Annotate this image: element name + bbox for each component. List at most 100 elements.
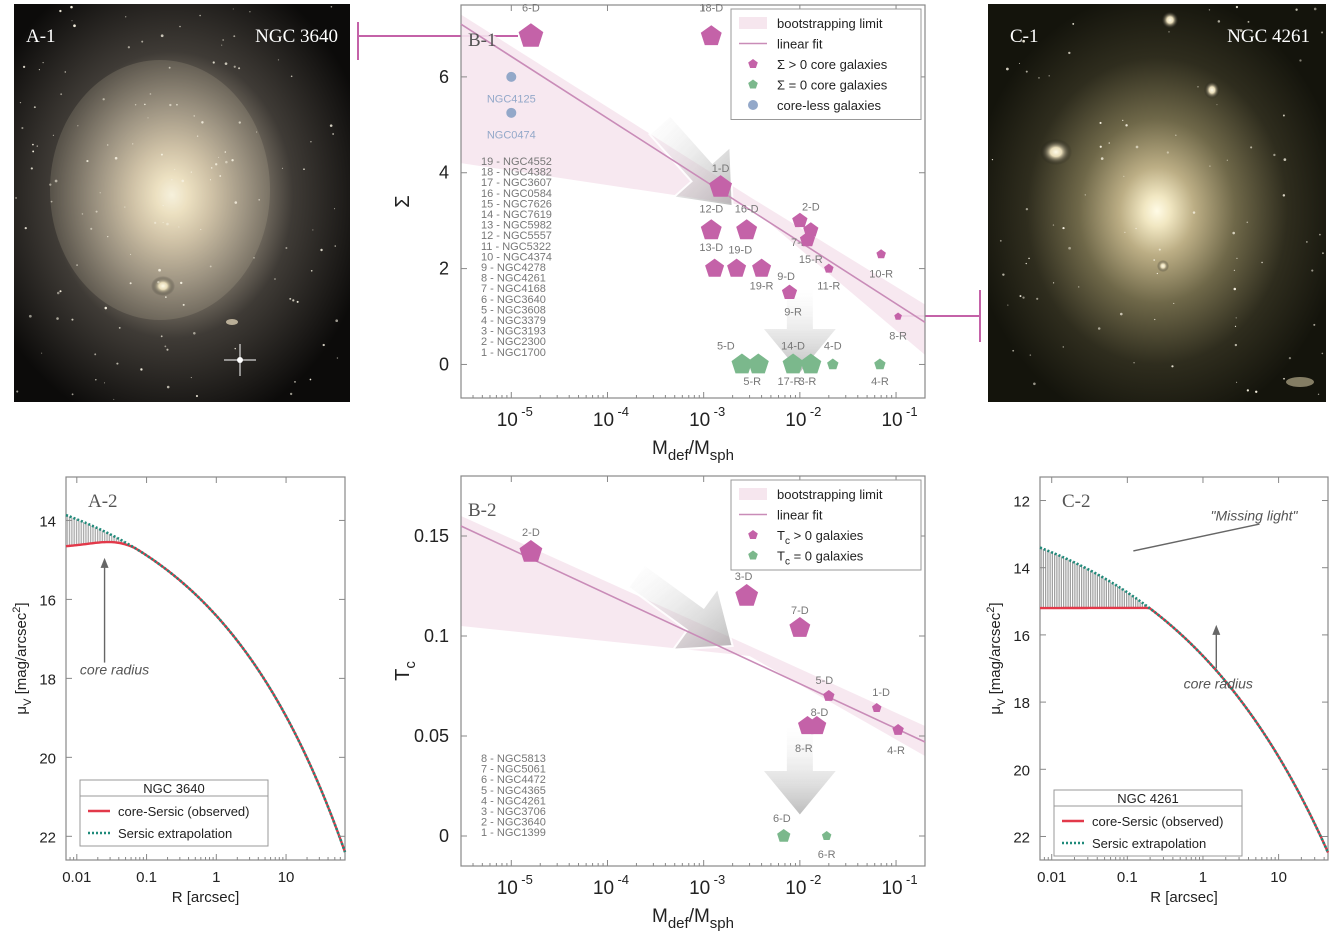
star-dot xyxy=(71,393,74,396)
x-tick-label: 10 xyxy=(497,878,518,899)
plot-frame xyxy=(460,4,926,399)
point-13-D xyxy=(705,258,725,277)
star-dot xyxy=(114,156,118,160)
star-dot xyxy=(281,167,284,169)
star-dot xyxy=(1036,297,1039,300)
star-dot xyxy=(166,348,169,351)
x-label-sub: sph xyxy=(710,447,734,464)
x-tick-exponent: -3 xyxy=(714,872,726,887)
star-dot xyxy=(1255,390,1258,393)
star-dot xyxy=(1217,20,1221,23)
point-label: 19-D xyxy=(728,244,752,256)
star-dot xyxy=(32,143,34,146)
galaxy-list-item: 19 - NGC4552 xyxy=(481,156,552,168)
panel-tag-a1: A-1 xyxy=(26,26,56,47)
star-dot xyxy=(1208,9,1211,11)
y-tick-label: 16 xyxy=(39,592,56,609)
star-dot xyxy=(1119,312,1123,316)
star-dot xyxy=(56,291,60,295)
legend-swatch-point xyxy=(748,79,758,89)
y-tick-label: 18 xyxy=(39,671,56,688)
star-dot xyxy=(32,150,35,153)
x-tick-label: 1 xyxy=(1199,869,1207,886)
star-dot xyxy=(140,368,143,371)
point-label: 3-D xyxy=(735,571,753,583)
star-dot xyxy=(1321,31,1324,34)
x-tick-label: 10 xyxy=(785,878,806,899)
star-dot xyxy=(1234,343,1238,347)
point-label: 6-D xyxy=(522,2,540,14)
star-dot xyxy=(322,343,325,347)
point-label: 7-D xyxy=(791,605,809,617)
x-axis-label: R [arcsec] xyxy=(172,889,240,906)
star-dot xyxy=(336,357,339,359)
chart-b2: 10 -5 10 -4 10 -3 10 -2 10 -100.050.10.15Mdef/Msp… xyxy=(392,475,926,932)
star-dot xyxy=(277,59,280,61)
y-tick-label: 16 xyxy=(1013,628,1030,645)
galaxy-list-item: 1 - NGC1700 xyxy=(481,347,546,359)
star-dot xyxy=(99,192,101,194)
star-dot xyxy=(335,319,339,323)
star-dot xyxy=(22,65,26,68)
star-dot xyxy=(1246,221,1249,224)
point-18-D xyxy=(700,25,722,46)
star-dot xyxy=(176,103,178,106)
point-label: 8-R xyxy=(795,743,813,755)
y-label-sub: V xyxy=(22,698,34,706)
x-tick-label: 10 xyxy=(497,410,518,431)
sersic-extrapolation-curve xyxy=(1039,546,1330,854)
star-dot xyxy=(193,332,196,335)
star-dot xyxy=(1135,145,1139,149)
y-tick-label: 14 xyxy=(1013,561,1030,578)
star-dot xyxy=(219,175,222,177)
star-dot xyxy=(310,141,312,143)
point-19-D xyxy=(727,258,747,277)
point-label: 2-D xyxy=(522,527,540,539)
star-dot xyxy=(231,159,234,162)
star-dot xyxy=(166,222,169,226)
point-10-R xyxy=(876,249,886,259)
star-dot xyxy=(1068,246,1071,250)
star-dot xyxy=(1025,208,1029,211)
point-8-R xyxy=(894,312,902,320)
point-label: NGC4125 xyxy=(487,93,536,105)
core-radius-arrowhead xyxy=(1212,624,1221,635)
legend-title: NGC 4261 xyxy=(1117,791,1178,806)
galaxy-list-item: 5 - NGC4365 xyxy=(481,785,546,797)
star-dot xyxy=(129,253,132,255)
point-NGC0474 xyxy=(506,107,517,118)
star-dot xyxy=(258,199,260,201)
legend-box xyxy=(79,779,269,847)
star-dot xyxy=(1122,119,1124,122)
star-dot xyxy=(1235,317,1237,319)
star-dot xyxy=(210,167,213,169)
star-dot xyxy=(36,145,38,147)
legend-entry: core-Sersic (observed) xyxy=(1092,814,1224,829)
star-dot xyxy=(234,347,236,350)
star-dot xyxy=(60,93,63,96)
star-dot xyxy=(285,247,288,250)
star-dot xyxy=(73,24,76,28)
x-tick-exponent: -1 xyxy=(906,872,918,887)
point-1-D xyxy=(872,703,882,712)
star-dot xyxy=(991,159,994,161)
star-dot xyxy=(233,35,236,38)
star-dot xyxy=(59,290,62,293)
x-tick-label: 10 xyxy=(278,869,295,886)
panel-tag: C-2 xyxy=(1062,491,1091,512)
star-dot xyxy=(144,103,146,106)
star-dot xyxy=(222,39,225,41)
point-label: 15-R xyxy=(799,254,823,266)
star-dot xyxy=(1125,124,1128,127)
star-dot xyxy=(1156,272,1159,275)
star-dot xyxy=(1282,194,1286,197)
x-tick-exponent: -2 xyxy=(810,872,822,887)
star-dot xyxy=(160,335,163,338)
galaxy-list-item: 2 - NGC2300 xyxy=(481,336,546,348)
point-3-D xyxy=(735,584,759,606)
star-dot xyxy=(49,183,52,186)
star-dot xyxy=(1235,5,1239,9)
point-label: 3-R xyxy=(799,376,817,388)
star-dot xyxy=(147,117,149,119)
